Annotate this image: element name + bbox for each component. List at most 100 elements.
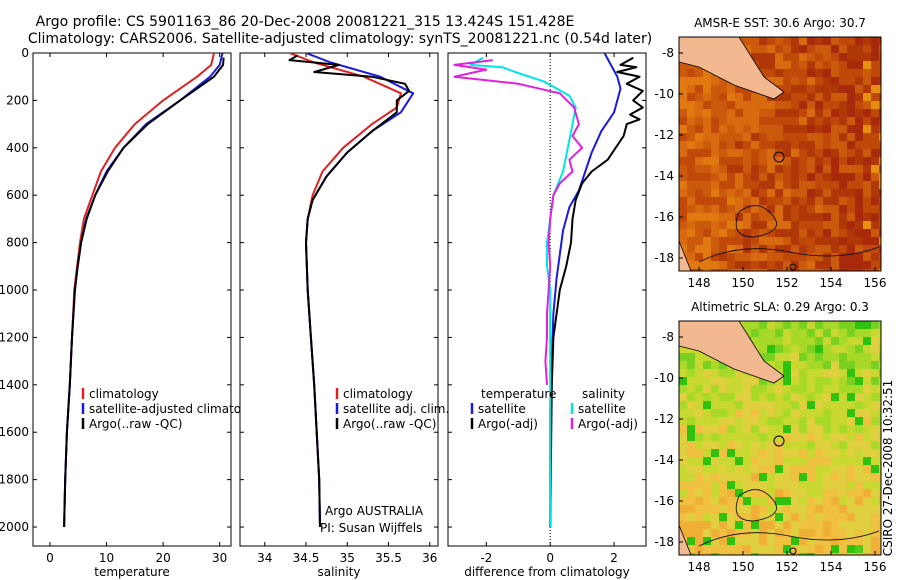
map-cell xyxy=(831,269,840,271)
map-cell xyxy=(679,481,688,490)
map-cell xyxy=(871,441,880,450)
map-cell xyxy=(799,269,808,271)
map-cell xyxy=(695,93,704,102)
map-cell xyxy=(695,393,704,402)
map-cell xyxy=(863,457,872,466)
map-cell xyxy=(735,521,744,530)
map-cell xyxy=(783,329,792,338)
map-cell xyxy=(735,213,744,222)
map-cell xyxy=(823,189,832,198)
map-cell xyxy=(703,433,712,442)
land-mass xyxy=(679,524,692,555)
map-cell xyxy=(807,353,816,362)
map-cell xyxy=(799,229,808,238)
map-cell xyxy=(743,253,752,262)
map-cell xyxy=(679,369,688,378)
map-cell xyxy=(759,353,768,362)
map-frame xyxy=(678,36,882,272)
map-cell xyxy=(799,473,808,482)
map-cell xyxy=(767,101,776,110)
map-cell xyxy=(839,189,848,198)
map-cell xyxy=(831,361,840,370)
map-cell xyxy=(743,465,752,474)
map-cell xyxy=(759,529,768,538)
map-cell xyxy=(767,521,776,530)
map-cell xyxy=(863,345,872,354)
map-cell xyxy=(743,481,752,490)
map-cell xyxy=(711,93,720,102)
map-cell xyxy=(695,481,704,490)
map-cell xyxy=(783,77,792,86)
map-cell xyxy=(823,181,832,190)
map-cell xyxy=(799,449,808,458)
map-cell xyxy=(775,165,784,174)
map-cell xyxy=(847,513,856,522)
map-cell xyxy=(711,401,720,410)
map-cell xyxy=(879,245,881,254)
map-cell xyxy=(823,353,832,362)
map-cell xyxy=(799,189,808,198)
map-cell xyxy=(791,165,800,174)
map-cell xyxy=(799,401,808,410)
map-cell xyxy=(759,497,768,506)
map-cell xyxy=(839,521,848,530)
map-cell xyxy=(847,261,856,270)
map-cell xyxy=(823,125,832,134)
map-cell xyxy=(679,61,688,70)
map-cell xyxy=(847,329,856,338)
map-cell xyxy=(783,149,792,158)
map-cell xyxy=(839,369,848,378)
map-cell xyxy=(759,141,768,150)
legend-label: Argo(-adj) xyxy=(578,417,638,431)
map-cell xyxy=(863,133,872,142)
map-cell xyxy=(695,109,704,118)
map-cell xyxy=(743,329,752,338)
map-cell xyxy=(679,425,688,434)
map-cell xyxy=(807,513,816,522)
map-cell xyxy=(767,465,776,474)
map-cell xyxy=(807,441,816,450)
map-cell xyxy=(687,93,696,102)
map-cell xyxy=(831,101,840,110)
map-cell xyxy=(847,181,856,190)
reef-contour xyxy=(735,205,777,238)
map-cell xyxy=(695,545,704,554)
map-cell xyxy=(703,529,712,538)
map-cell xyxy=(727,93,736,102)
map-cell xyxy=(871,417,880,426)
map-cell xyxy=(735,473,744,482)
map-cell xyxy=(679,457,688,466)
map-cell xyxy=(783,409,792,418)
map-cell xyxy=(703,505,712,514)
map-cell xyxy=(855,497,864,506)
map-cell xyxy=(743,45,752,54)
map-cell xyxy=(847,553,856,555)
map-cell xyxy=(719,85,728,94)
map-cell xyxy=(743,505,752,514)
map-cell xyxy=(807,213,816,222)
map-cell xyxy=(727,409,736,418)
map-cell xyxy=(871,473,880,482)
map-cell xyxy=(783,37,792,46)
map-cell xyxy=(775,197,784,206)
map-cell xyxy=(727,537,736,546)
map-cell xyxy=(879,189,881,198)
map-cell xyxy=(775,237,784,246)
map-cell xyxy=(831,213,840,222)
map-cell xyxy=(679,69,688,78)
map-cell xyxy=(791,53,800,62)
map-cell xyxy=(847,361,856,370)
x-tick-label: 2 xyxy=(610,551,618,565)
map-cell xyxy=(807,521,816,530)
map-cell xyxy=(823,253,832,262)
map-cell xyxy=(855,369,864,378)
map-cell xyxy=(839,93,848,102)
map-cell xyxy=(831,345,840,354)
map-cell xyxy=(775,513,784,522)
map-cell xyxy=(783,85,792,94)
map-cell xyxy=(863,321,872,330)
map-cell xyxy=(751,553,760,555)
map-cell xyxy=(807,237,816,246)
map-cell xyxy=(719,545,728,554)
map-cell xyxy=(823,465,832,474)
